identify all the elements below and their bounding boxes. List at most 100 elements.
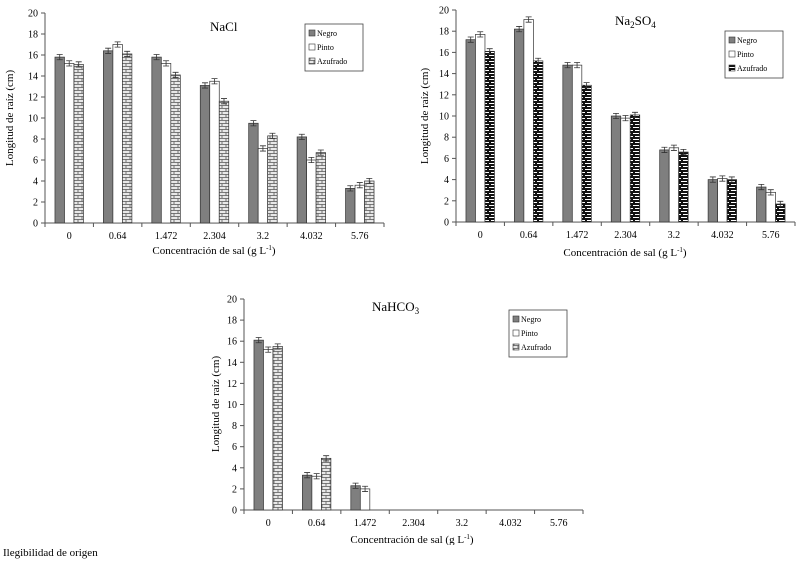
error-bar bbox=[298, 133, 305, 140]
x-tick-label: 0 bbox=[266, 518, 271, 529]
y-tick-label: 18 bbox=[227, 316, 237, 327]
legend-label: Negro bbox=[737, 36, 757, 45]
bar-negro bbox=[465, 39, 476, 223]
error-bar bbox=[728, 176, 735, 183]
legend-label: Negro bbox=[521, 315, 541, 324]
legend-swatch bbox=[728, 50, 736, 58]
x-tick-label: 2.304 bbox=[402, 518, 425, 529]
bar-negro bbox=[54, 56, 65, 224]
chart-title: Na2SO4 bbox=[615, 13, 656, 30]
bar-pinto bbox=[571, 64, 583, 223]
error-bar bbox=[467, 36, 474, 43]
y-tick-label: 0 bbox=[444, 218, 449, 229]
y-axis-label: Longitud de raíz (cm) bbox=[419, 68, 431, 165]
bar-negro bbox=[514, 28, 525, 223]
error-bar bbox=[525, 16, 532, 23]
y-tick-label: 0 bbox=[232, 506, 237, 517]
legend-swatch bbox=[728, 36, 736, 44]
y-tick-label: 6 bbox=[444, 154, 449, 165]
x-tick-label: 1.472 bbox=[354, 518, 377, 529]
bar-azufrado bbox=[315, 152, 326, 224]
error-bar bbox=[670, 144, 677, 151]
y-tick-label: 18 bbox=[439, 27, 449, 38]
error-bar bbox=[172, 71, 179, 78]
y-tick-label: 6 bbox=[232, 442, 237, 453]
bar-azufrado bbox=[581, 84, 592, 223]
bar-pinto bbox=[112, 44, 123, 224]
error-bar bbox=[105, 47, 112, 54]
y-tick-label: 12 bbox=[28, 93, 38, 104]
error-bar bbox=[221, 98, 227, 105]
error-bar bbox=[66, 60, 73, 67]
x-axis-label: Concentración de sal (g L-1) bbox=[152, 244, 275, 257]
error-bar bbox=[265, 346, 272, 353]
legend-label: Azufrado bbox=[521, 343, 551, 352]
error-bar bbox=[269, 132, 276, 139]
x-tick-label: 4.032 bbox=[711, 230, 734, 241]
bar-azufrado bbox=[629, 114, 641, 223]
legend-label: Azufrado bbox=[317, 57, 347, 66]
error-bar bbox=[347, 185, 354, 192]
bar-pinto bbox=[523, 19, 534, 223]
error-bar bbox=[758, 183, 765, 191]
error-bar bbox=[709, 176, 716, 183]
bar-negro bbox=[248, 122, 259, 224]
x-tick-label: 2.304 bbox=[203, 231, 226, 242]
x-tick-label: 0.64 bbox=[109, 231, 127, 242]
error-bar bbox=[352, 482, 359, 489]
x-axis-label: Concentración de sal (g L-1) bbox=[563, 246, 686, 259]
error-bar bbox=[516, 26, 523, 33]
y-tick-label: 10 bbox=[227, 400, 237, 411]
x-tick-label: 5.76 bbox=[550, 518, 568, 529]
bar-negro bbox=[610, 115, 622, 223]
bar-azufrado bbox=[364, 180, 375, 224]
bar-negro bbox=[659, 149, 670, 223]
error-bar bbox=[313, 473, 320, 480]
y-tick-label: 20 bbox=[227, 295, 237, 306]
bar-pinto bbox=[765, 191, 776, 223]
bar-negro bbox=[302, 474, 313, 511]
error-bar bbox=[259, 145, 266, 152]
legend-swatch bbox=[308, 57, 316, 65]
x-tick-label: 0.64 bbox=[308, 518, 326, 529]
bar-azufrado bbox=[484, 50, 495, 223]
x-tick-label: 3.2 bbox=[257, 231, 270, 242]
chart-title: NaHCO3 bbox=[372, 299, 420, 316]
error-bar bbox=[362, 485, 369, 492]
error-bar bbox=[255, 337, 262, 344]
y-tick-label: 2 bbox=[33, 198, 38, 209]
y-tick-label: 4 bbox=[232, 463, 237, 474]
error-bar bbox=[680, 148, 687, 156]
bar-azufrado bbox=[321, 457, 332, 511]
error-bar bbox=[564, 62, 571, 69]
y-tick-label: 12 bbox=[439, 90, 449, 101]
legend-swatch bbox=[512, 315, 520, 323]
error-bar bbox=[250, 120, 257, 127]
y-tick-label: 0 bbox=[33, 219, 38, 230]
error-bar bbox=[613, 112, 619, 120]
y-tick-label: 20 bbox=[28, 9, 38, 20]
x-tick-label: 0 bbox=[478, 230, 483, 241]
y-tick-label: 14 bbox=[227, 358, 237, 369]
x-axis-label: Concentración de sal (g L-1) bbox=[350, 533, 473, 545]
bar-pinto bbox=[263, 349, 274, 511]
bar-azufrado bbox=[726, 179, 737, 223]
y-tick-label: 10 bbox=[439, 112, 449, 123]
bar-azufrado bbox=[73, 64, 84, 224]
x-tick-label: 4.032 bbox=[499, 518, 522, 529]
bar-azufrado bbox=[533, 60, 544, 223]
error-bar bbox=[719, 175, 726, 182]
error-bar bbox=[574, 62, 581, 69]
bar-negro bbox=[350, 485, 361, 511]
y-tick-label: 12 bbox=[227, 379, 237, 390]
bar-azufrado bbox=[267, 135, 278, 224]
error-bar bbox=[486, 48, 493, 55]
bar-pinto bbox=[717, 178, 728, 223]
x-tick-label: 4.032 bbox=[300, 231, 323, 242]
y-tick-label: 8 bbox=[444, 133, 449, 144]
error-bar bbox=[304, 472, 311, 479]
bar-pinto bbox=[475, 34, 486, 223]
error-bar bbox=[274, 343, 281, 350]
chart-nacl: 0 2 4 6 8 10 12 14 16 18 20 0 0.64 1.472 2.304 3.2 4.032… bbox=[4, 9, 385, 257]
error-bar bbox=[535, 57, 542, 64]
